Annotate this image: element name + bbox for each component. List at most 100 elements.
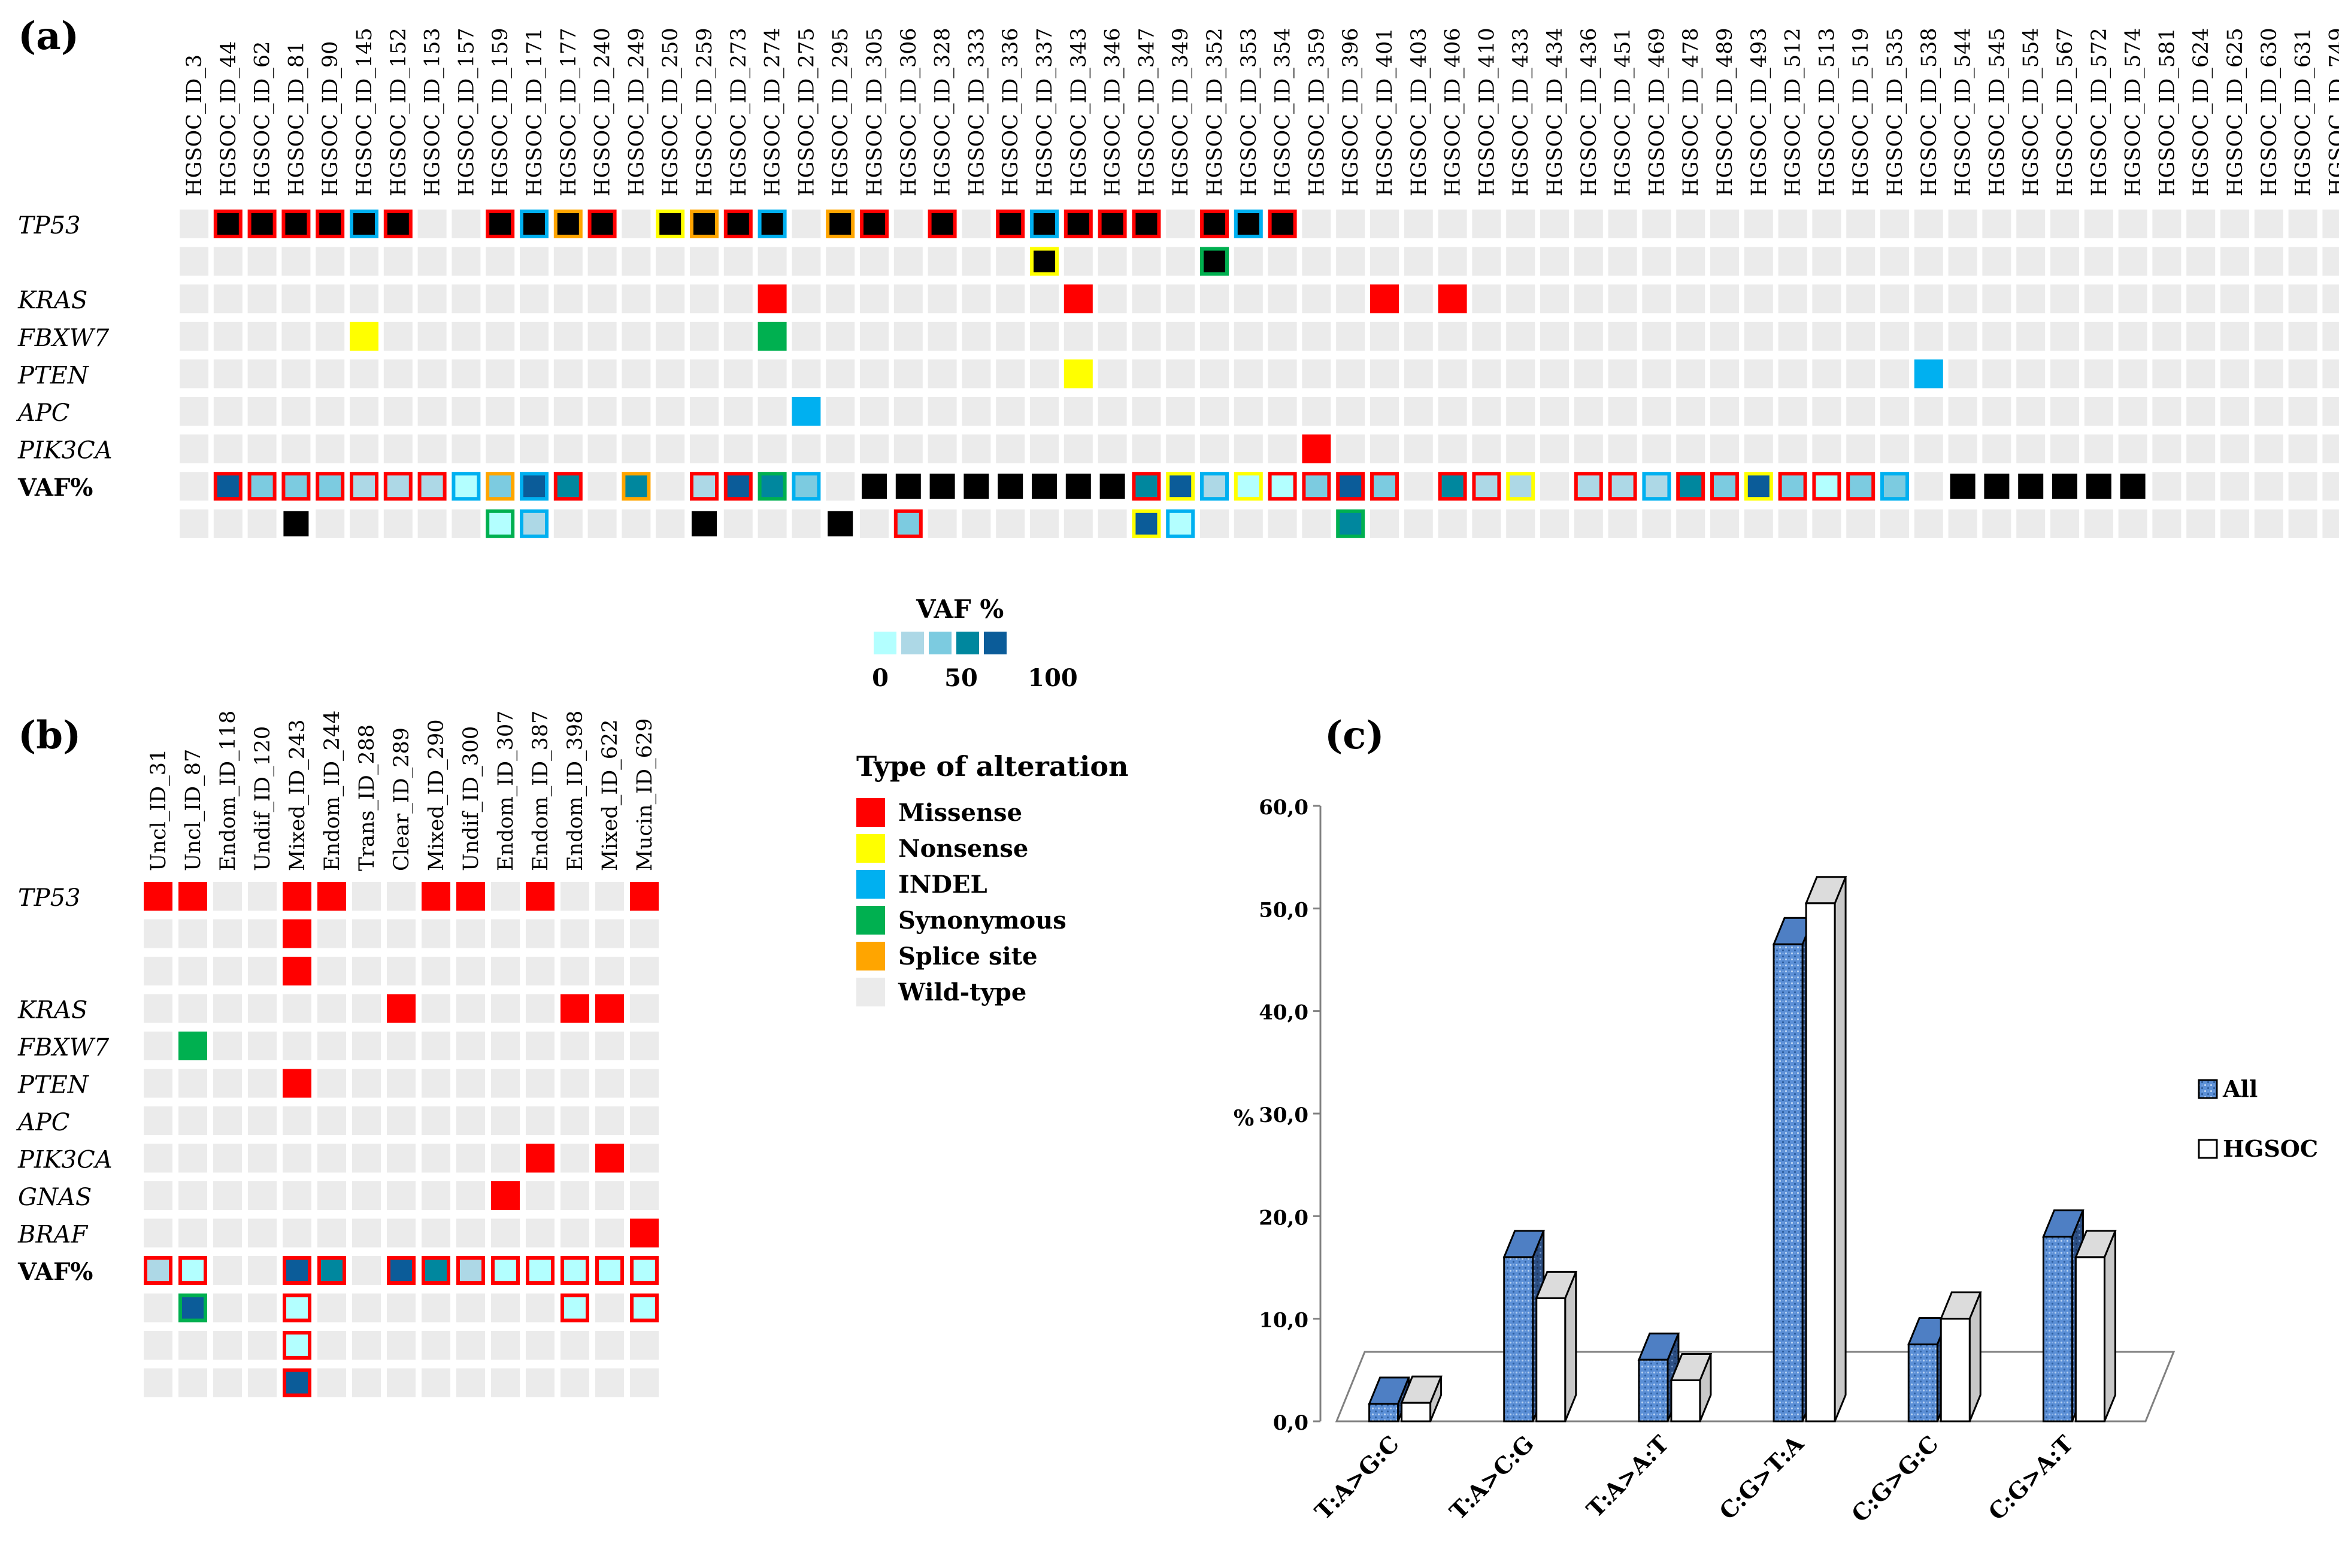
a-vaf-cell bbox=[1744, 509, 1773, 538]
a-vaf-cell bbox=[1540, 472, 1569, 501]
a-sample-label: HGSOC_ID_328 bbox=[931, 28, 955, 196]
a-vaf-cell bbox=[1778, 509, 1807, 538]
vaf-scale-title: VAF % bbox=[916, 595, 1004, 624]
a-cell bbox=[452, 284, 481, 314]
b-vaf-cell bbox=[144, 1368, 172, 1397]
a-cell bbox=[1200, 359, 1229, 389]
b-cell bbox=[317, 994, 346, 1023]
a-cell bbox=[1948, 434, 1977, 463]
a-cell bbox=[2152, 284, 2182, 314]
a-vaf-cell bbox=[690, 210, 719, 238]
a-vaf-cell bbox=[860, 210, 889, 238]
b-cell bbox=[178, 1144, 207, 1173]
a-sample-label: HGSOC_ID_403 bbox=[1407, 28, 1431, 196]
a-cell bbox=[452, 322, 481, 351]
a-sample-label: HGSOC_ID_337 bbox=[1033, 28, 1057, 196]
a-cell bbox=[316, 434, 345, 463]
a-cell bbox=[826, 359, 855, 389]
a-cell bbox=[928, 322, 957, 351]
b-cell bbox=[456, 1181, 485, 1210]
a-cell bbox=[1812, 359, 1841, 389]
a-cell bbox=[2084, 434, 2113, 463]
a-vaf-cell bbox=[316, 247, 345, 276]
a-vaf-cell bbox=[1608, 472, 1637, 501]
b-cell bbox=[456, 882, 485, 911]
a-vaf-cell bbox=[383, 509, 413, 538]
a-vaf-cell bbox=[1336, 247, 1365, 276]
a-vaf-cell bbox=[929, 474, 955, 499]
a-cell bbox=[1880, 322, 1909, 351]
a-cell bbox=[723, 322, 753, 351]
a-sample-label: HGSOC_ID_567 bbox=[2053, 28, 2077, 196]
b-cell bbox=[317, 957, 346, 985]
a-vaf-cell bbox=[1676, 472, 1705, 501]
a-cell bbox=[996, 284, 1025, 314]
a-sample-label: HGSOC_ID_240 bbox=[591, 28, 615, 196]
a-sample-label: HGSOC_ID_581 bbox=[2155, 28, 2179, 196]
a-cell bbox=[1404, 359, 1433, 389]
a-sample-label: HGSOC_ID_349 bbox=[1169, 28, 1193, 196]
a-sample-label: HGSOC_ID_512 bbox=[1781, 28, 1805, 196]
a-vaf-cell bbox=[1438, 509, 1467, 538]
a-cell bbox=[1404, 284, 1433, 314]
b-cell bbox=[387, 1181, 416, 1210]
b-cell bbox=[491, 1106, 520, 1135]
b-vaf-cell bbox=[352, 1256, 381, 1285]
a-cell bbox=[1064, 359, 1093, 389]
a-cell bbox=[1914, 322, 1943, 351]
a-vaf-cell bbox=[452, 210, 481, 238]
a-vaf-cell bbox=[1302, 509, 1331, 538]
a-cell bbox=[2118, 284, 2147, 314]
a-vaf-cell bbox=[1984, 474, 2010, 499]
a-cell bbox=[2288, 397, 2317, 426]
a-vaf-cell bbox=[1950, 474, 1976, 499]
a-cell bbox=[1506, 359, 1535, 389]
a-cell bbox=[2118, 322, 2147, 351]
a-cell bbox=[962, 434, 991, 463]
a-vaf-cell bbox=[1744, 472, 1773, 501]
b-cell bbox=[456, 1106, 485, 1135]
a-vaf-cell bbox=[1812, 210, 1841, 238]
a-vaf-cell bbox=[1200, 210, 1229, 238]
a-vaf-cell bbox=[1166, 210, 1195, 238]
a-cell bbox=[1608, 397, 1637, 426]
a-cell bbox=[2288, 284, 2317, 314]
b-cell bbox=[144, 994, 172, 1023]
a-cell bbox=[281, 359, 311, 389]
a-vaf-cell bbox=[1948, 509, 1977, 538]
a-cell bbox=[553, 284, 583, 314]
a-vaf-cell bbox=[247, 472, 277, 501]
b-vaf-cell bbox=[456, 1256, 485, 1285]
b-vaf-cell bbox=[248, 1368, 277, 1397]
b-cell bbox=[248, 1218, 277, 1248]
a-vaf-cell bbox=[1506, 247, 1535, 276]
a-vaf-cell bbox=[1880, 509, 1909, 538]
a-vaf-cell bbox=[2152, 472, 2182, 501]
b-vaf-cell bbox=[283, 1256, 311, 1285]
b-cell bbox=[317, 1181, 346, 1210]
a-vaf-cell bbox=[213, 247, 243, 276]
a-cell bbox=[316, 284, 345, 314]
a-vaf-cell bbox=[2018, 474, 2044, 499]
a-cell bbox=[893, 397, 923, 426]
b-cell bbox=[317, 1218, 346, 1248]
b-cell bbox=[526, 957, 555, 985]
a-cell bbox=[2254, 359, 2283, 389]
legend-swatch bbox=[856, 870, 885, 899]
a-vaf-cell bbox=[417, 472, 447, 501]
a-vaf-cell bbox=[1030, 509, 1059, 538]
a-cell bbox=[1404, 397, 1433, 426]
a-cell bbox=[893, 359, 923, 389]
a-cell bbox=[213, 322, 243, 351]
a-vaf-cell bbox=[1098, 210, 1127, 238]
a-cell bbox=[1438, 322, 1467, 351]
b-cell bbox=[144, 1032, 172, 1060]
a-cell bbox=[1506, 284, 1535, 314]
a-sample-label: HGSOC_ID_177 bbox=[557, 28, 581, 196]
b-sample-label: Mixed_ID_243 bbox=[286, 719, 310, 871]
a-vaf-cell bbox=[1064, 509, 1093, 538]
a-cell bbox=[2254, 322, 2283, 351]
a-cell bbox=[1914, 434, 1943, 463]
a-vaf-cell bbox=[1642, 472, 1671, 501]
